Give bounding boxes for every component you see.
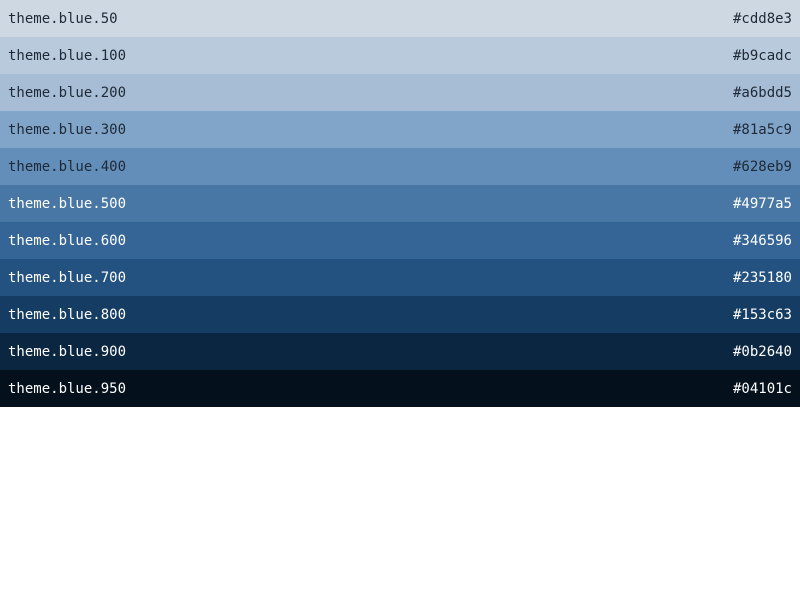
swatch-name: theme.blue.200 [8, 84, 127, 101]
swatch-blue-200: theme.blue.200 #a6bdd5 [0, 74, 800, 111]
swatch-blue-700: theme.blue.700 #235180 [0, 259, 800, 296]
swatch-hex: #628eb9 [732, 158, 792, 175]
swatch-hex: #153c63 [732, 306, 792, 323]
swatch-hex: #235180 [732, 269, 792, 286]
swatch-name: theme.blue.100 [8, 47, 127, 64]
swatch-name: theme.blue.800 [8, 306, 127, 323]
swatch-name: theme.blue.600 [8, 232, 127, 249]
swatch-hex: #04101c [732, 380, 792, 397]
swatch-hex: #4977a5 [732, 195, 792, 212]
swatch-blue-400: theme.blue.400 #628eb9 [0, 148, 800, 185]
color-palette: theme.blue.50 #cdd8e3 theme.blue.100 #b9… [0, 0, 800, 407]
swatch-hex: #cdd8e3 [732, 10, 792, 27]
swatch-hex: #b9cadc [732, 47, 792, 64]
swatch-blue-500: theme.blue.500 #4977a5 [0, 185, 800, 222]
swatch-blue-600: theme.blue.600 #346596 [0, 222, 800, 259]
swatch-name: theme.blue.50 [8, 10, 118, 27]
swatch-blue-50: theme.blue.50 #cdd8e3 [0, 0, 800, 37]
swatch-blue-300: theme.blue.300 #81a5c9 [0, 111, 800, 148]
swatch-name: theme.blue.950 [8, 380, 127, 397]
swatch-name: theme.blue.400 [8, 158, 127, 175]
swatch-hex: #a6bdd5 [732, 84, 792, 101]
swatch-name: theme.blue.300 [8, 121, 127, 138]
swatch-blue-100: theme.blue.100 #b9cadc [0, 37, 800, 74]
swatch-name: theme.blue.900 [8, 343, 127, 360]
swatch-name: theme.blue.700 [8, 269, 127, 286]
swatch-name: theme.blue.500 [8, 195, 127, 212]
swatch-blue-900: theme.blue.900 #0b2640 [0, 333, 800, 370]
swatch-blue-950: theme.blue.950 #04101c [0, 370, 800, 407]
swatch-hex: #346596 [732, 232, 792, 249]
swatch-hex: #81a5c9 [732, 121, 792, 138]
swatch-blue-800: theme.blue.800 #153c63 [0, 296, 800, 333]
swatch-hex: #0b2640 [732, 343, 792, 360]
